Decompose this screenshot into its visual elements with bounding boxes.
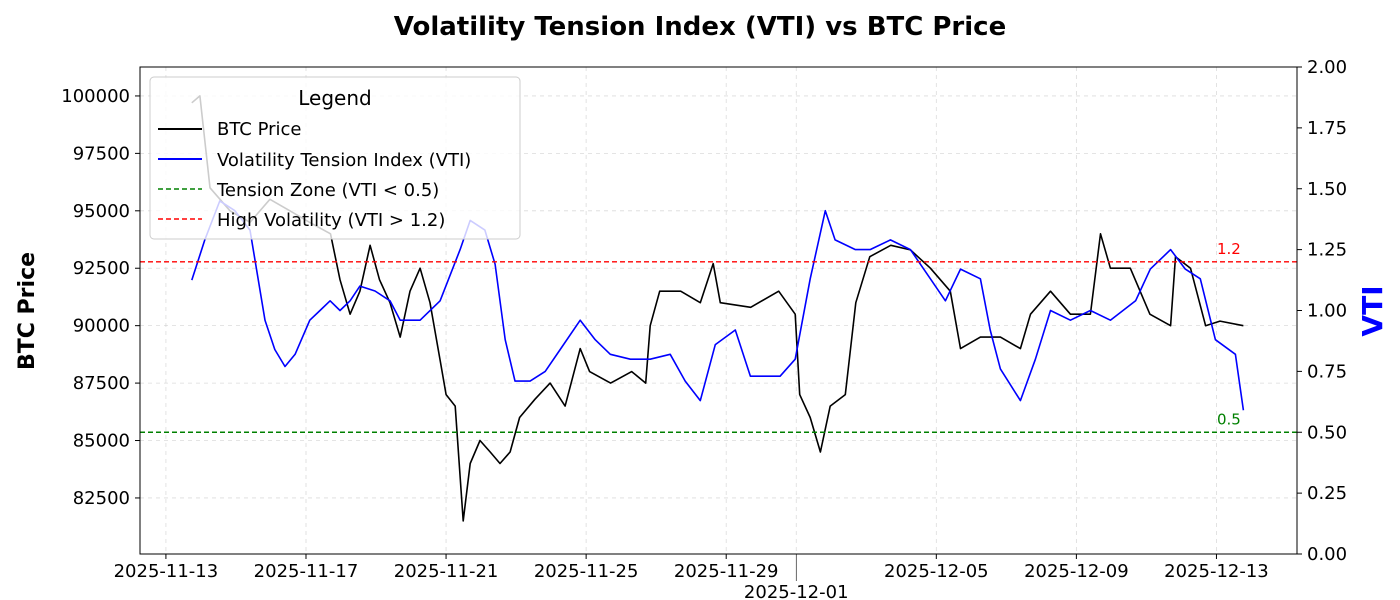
y-right-tick-label: 0.50 bbox=[1307, 422, 1347, 443]
legend: Legend BTC Price Volatility Tension Inde… bbox=[149, 76, 521, 240]
axes: 2025-11-13 2025-11-17 2025-11-21 2025-11-25… bbox=[61, 57, 1347, 600]
x-tick-label: 2025-11-13 bbox=[114, 561, 219, 582]
x-tick-label: 2025-11-25 bbox=[534, 561, 639, 582]
y-right-tick-label: 1.50 bbox=[1307, 179, 1347, 200]
y-right-tick-label: 2.00 bbox=[1307, 57, 1347, 78]
y-left-tick-label: 95000 bbox=[73, 201, 130, 222]
y-right-tick-label: 0.75 bbox=[1307, 361, 1347, 382]
y-left-tick-label: 87500 bbox=[73, 373, 130, 394]
y-right-tick-label: 1.25 bbox=[1307, 240, 1347, 261]
chart-title: Volatility Tension Index (VTI) vs BTC Pr… bbox=[394, 12, 1006, 42]
legend-entry-high-vol: High Volatility (VTI > 1.2) bbox=[217, 210, 445, 231]
y-left-tick-label: 100000 bbox=[61, 86, 130, 107]
y-right-tick-label: 1.75 bbox=[1307, 118, 1347, 139]
series-line-btc-price bbox=[191, 95, 1244, 522]
legend-entry-vti: Volatility Tension Index (VTI) bbox=[217, 150, 471, 171]
legend-entry-tension: Tension Zone (VTI < 0.5) bbox=[216, 180, 439, 201]
legend-entry-btc: BTC Price bbox=[217, 119, 302, 140]
y-right-tick-label: 0.25 bbox=[1307, 483, 1347, 504]
threshold-label: 1.2 bbox=[1217, 240, 1241, 258]
x-tick-label: 2025-11-21 bbox=[394, 561, 499, 582]
x-tick-label: 2025-12-13 bbox=[1164, 561, 1269, 582]
y-left-tick-label: 82500 bbox=[73, 488, 130, 509]
y-axis-right-label: VTI bbox=[1356, 285, 1389, 336]
y-left-tick-label: 97500 bbox=[73, 143, 130, 164]
plot-marks: 1.2 0.5 bbox=[140, 95, 1297, 522]
y-left-tick-label: 90000 bbox=[73, 316, 130, 337]
x-tick-label: 2025-11-17 bbox=[254, 561, 359, 582]
series-line-vti bbox=[191, 200, 1245, 411]
y-left-tick-label: 92500 bbox=[73, 258, 130, 279]
y-right-tick-label: 1.00 bbox=[1307, 301, 1347, 322]
x-tick-label: 2025-12-09 bbox=[1024, 561, 1129, 582]
legend-box bbox=[149, 76, 521, 240]
x-tick-label: 2025-12-01 bbox=[744, 582, 849, 600]
y-right-tick-label: 0.00 bbox=[1307, 544, 1347, 565]
threshold-label: 0.5 bbox=[1217, 410, 1241, 428]
y-axis-left-label: BTC Price bbox=[15, 252, 40, 370]
x-tick-label: 2025-11-29 bbox=[674, 561, 779, 582]
y-left-tick-label: 85000 bbox=[73, 431, 130, 452]
legend-title: Legend bbox=[298, 86, 371, 110]
x-tick-label: 2025-12-05 bbox=[884, 561, 989, 582]
